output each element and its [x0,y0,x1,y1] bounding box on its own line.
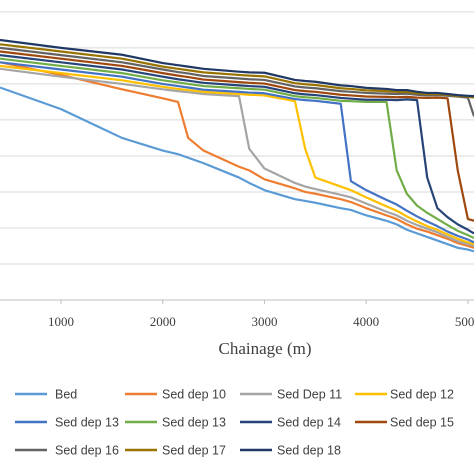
x-tick-label: 3000 [251,314,277,329]
legend-label: Sed dep 18 [277,443,341,457]
legend-label: Sed dep 15 [390,415,454,429]
series-line [0,57,474,240]
x-axis-title: Chainage (m) [219,339,312,358]
legend-label: Sed dep 17 [162,443,226,457]
x-tick-label: 1000 [48,314,74,329]
series-line [0,64,474,246]
legend-label: Bed [55,387,77,401]
x-tick-label: 5000 [455,314,474,329]
legend-label: Sed Dep 11 [277,387,342,401]
series-line [0,46,474,117]
legend-label: Sed dep 10 [162,387,226,401]
legend-label: Sed dep 12 [390,387,454,401]
series-line [0,67,474,248]
x-tick-label: 2000 [150,314,176,329]
series-line [0,54,474,235]
series-line [0,50,474,222]
series-line [0,86,474,253]
series-line [0,38,474,98]
x-tick-label: 4000 [353,314,379,329]
legend-label: Sed dep 13 [162,415,226,429]
legend-label: Sed dep 14 [277,415,341,429]
legend-label: Sed dep 13 [55,415,119,429]
series-line [0,61,474,244]
series-line [0,61,474,249]
legend-label: Sed dep 16 [55,443,119,457]
